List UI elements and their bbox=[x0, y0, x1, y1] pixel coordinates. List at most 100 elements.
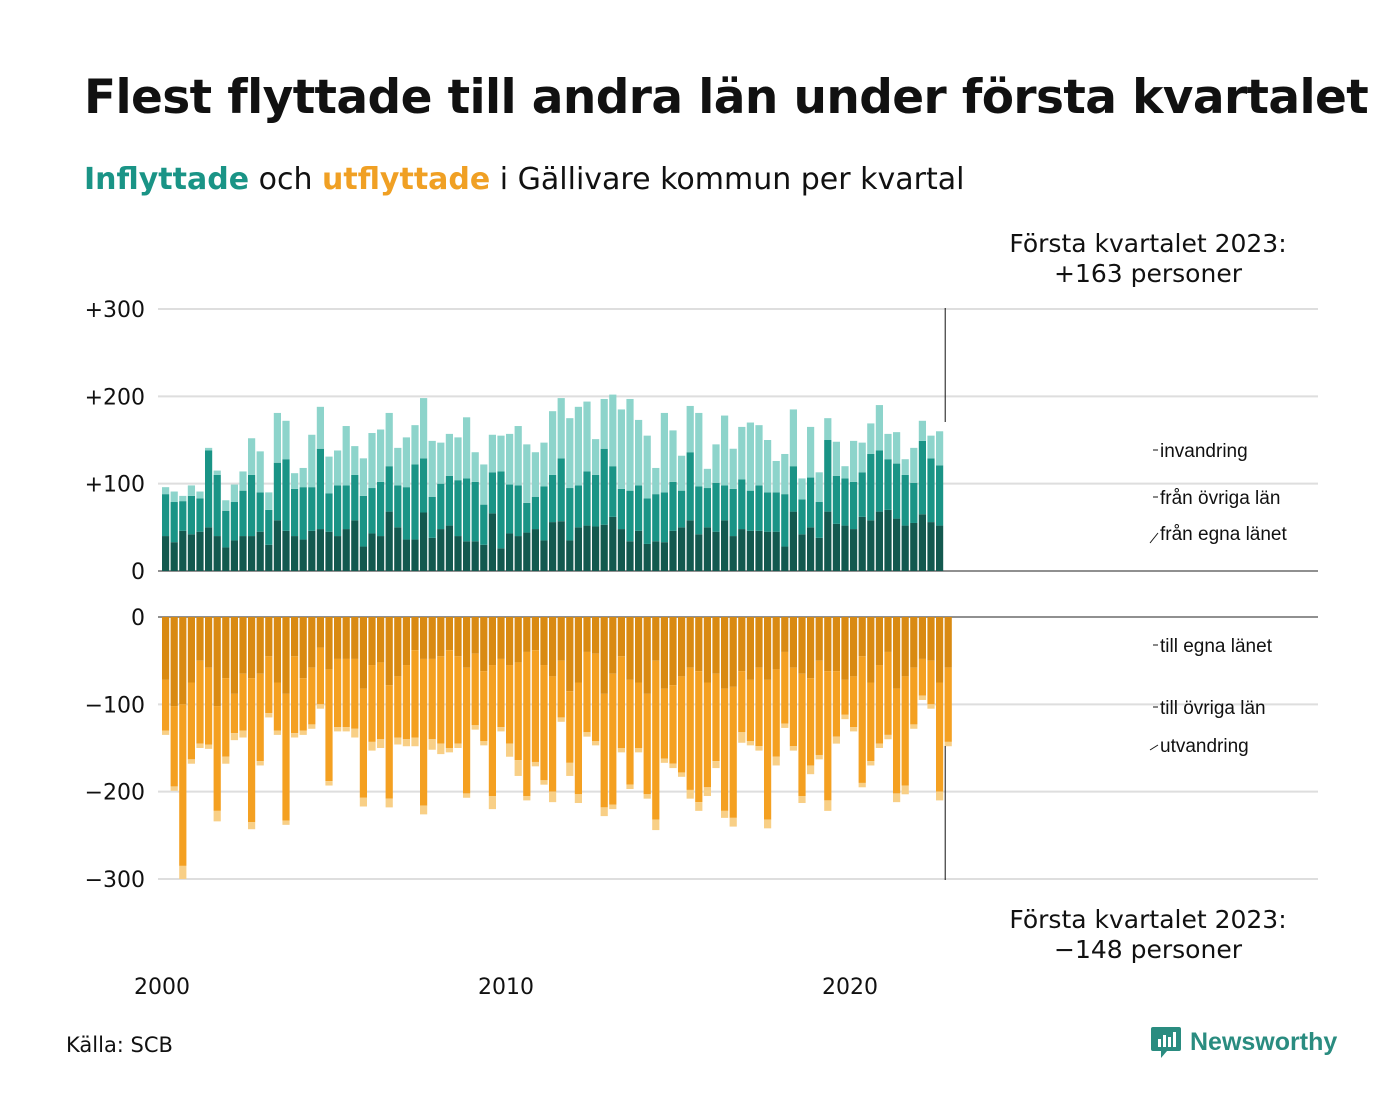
bar-out-utvandring bbox=[514, 760, 522, 776]
bar-in-invandring bbox=[445, 433, 453, 476]
bar-out-ovriga-lan bbox=[454, 656, 462, 744]
bar-out-utvandring bbox=[342, 727, 350, 732]
bar-out-utvandring bbox=[746, 741, 754, 746]
bar-out-ovriga-lan bbox=[729, 686, 737, 818]
bar-out-ovriga-lan bbox=[600, 693, 608, 808]
label-tick bbox=[1149, 744, 1159, 751]
bar-in-invandring bbox=[712, 444, 720, 483]
bar-in-ovriga-lan bbox=[901, 474, 909, 526]
bar-in-ovriga-lan bbox=[359, 495, 367, 547]
bar-out-ovriga-lan bbox=[626, 679, 634, 785]
bar-out-egna-lanet bbox=[643, 617, 651, 694]
bar-out-ovriga-lan bbox=[394, 676, 402, 738]
bar-out-egna-lanet bbox=[445, 617, 453, 651]
bar-in-invandring bbox=[566, 418, 574, 489]
newsworthy-logo-icon bbox=[1151, 1027, 1181, 1058]
bar-in-egna-lanet bbox=[746, 530, 754, 571]
bar-out-utvandring bbox=[368, 741, 376, 751]
bar-out-utvandring bbox=[910, 724, 918, 729]
bar-in-egna-lanet bbox=[832, 523, 840, 571]
stack-label-in: invandring bbox=[1160, 441, 1248, 462]
bar-out-utvandring bbox=[162, 730, 170, 735]
bar-out-ovriga-lan bbox=[884, 651, 892, 735]
bar-out-egna-lanet bbox=[248, 617, 256, 679]
bar-out-egna-lanet bbox=[213, 617, 221, 707]
bar-in-egna-lanet bbox=[299, 539, 307, 571]
bar-out-egna-lanet bbox=[738, 617, 746, 672]
bar-in-ovriga-lan bbox=[738, 479, 746, 530]
bar-out-utvandring bbox=[764, 819, 772, 829]
bar-in-invandring bbox=[600, 398, 608, 449]
bar-in-egna-lanet bbox=[764, 531, 772, 571]
bar-out-ovriga-lan bbox=[196, 660, 204, 744]
bar-out-ovriga-lan bbox=[480, 671, 488, 742]
bar-in-ovriga-lan bbox=[617, 488, 625, 530]
bar-out-ovriga-lan bbox=[798, 673, 806, 797]
subtitle-inflyttade: Inflyttade bbox=[84, 162, 250, 197]
top-annotation-line2: +163 personer bbox=[1054, 259, 1243, 288]
bar-in-ovriga-lan bbox=[583, 471, 591, 526]
bar-in-egna-lanet bbox=[540, 540, 548, 571]
bar-in-invandring bbox=[884, 433, 892, 460]
bar-out-utvandring bbox=[918, 695, 926, 700]
bar-out-ovriga-lan bbox=[445, 650, 453, 748]
bar-out-ovriga-lan bbox=[256, 673, 264, 762]
bar-in-egna-lanet bbox=[781, 546, 789, 571]
bar-in-ovriga-lan bbox=[230, 502, 238, 541]
bar-out-utvandring bbox=[850, 727, 858, 732]
bar-out-ovriga-lan bbox=[316, 647, 324, 705]
bar-in-egna-lanet bbox=[660, 542, 668, 571]
bar-in-ovriga-lan bbox=[557, 458, 565, 522]
bar-in-egna-lanet bbox=[772, 531, 780, 571]
bar-out-egna-lanet bbox=[746, 617, 754, 680]
bar-out-utvandring bbox=[574, 794, 582, 804]
bar-in-egna-lanet bbox=[721, 520, 729, 571]
bar-in-egna-lanet bbox=[377, 536, 385, 571]
bar-out-egna-lanet bbox=[437, 617, 445, 657]
bar-in-egna-lanet bbox=[256, 531, 264, 571]
bar-out-egna-lanet bbox=[196, 617, 204, 661]
bar-in-invandring bbox=[669, 430, 677, 482]
bar-in-invandring bbox=[514, 426, 522, 486]
bar-in-ovriga-lan bbox=[609, 466, 617, 517]
bar-in-invandring bbox=[170, 491, 178, 503]
bar-out-utvandring bbox=[815, 754, 823, 760]
bar-out-egna-lanet bbox=[652, 617, 660, 661]
bar-in-egna-lanet bbox=[609, 516, 617, 571]
bar-in-egna-lanet bbox=[420, 512, 428, 571]
bar-in-invandring bbox=[617, 409, 625, 489]
bar-out-egna-lanet bbox=[351, 617, 359, 659]
bar-in-ovriga-lan bbox=[213, 474, 221, 537]
bar-out-ovriga-lan bbox=[385, 685, 393, 799]
bar-in-ovriga-lan bbox=[420, 458, 428, 513]
bar-in-invandring bbox=[480, 464, 488, 505]
bar-in-ovriga-lan bbox=[695, 486, 703, 535]
bar-in-egna-lanet bbox=[789, 511, 797, 571]
bar-in-ovriga-lan bbox=[222, 510, 230, 548]
bar-in-ovriga-lan bbox=[256, 492, 264, 532]
bar-out-ovriga-lan bbox=[781, 651, 789, 724]
bar-out-utvandring bbox=[712, 761, 720, 769]
bar-out-ovriga-lan bbox=[282, 693, 290, 821]
bar-out-utvandring bbox=[901, 785, 909, 795]
bar-out-ovriga-lan bbox=[893, 688, 901, 794]
bar-in-ovriga-lan bbox=[755, 485, 763, 531]
bar-out-ovriga-lan bbox=[703, 682, 711, 788]
bar-in-ovriga-lan bbox=[385, 466, 393, 512]
bar-out-ovriga-lan bbox=[660, 688, 668, 759]
bar-in-ovriga-lan bbox=[170, 502, 178, 543]
bar-in-ovriga-lan bbox=[927, 458, 935, 523]
bar-out-utvandring bbox=[841, 714, 849, 720]
bar-out-ovriga-lan bbox=[652, 660, 660, 820]
bar-out-ovriga-lan bbox=[772, 669, 780, 757]
bar-out-egna-lanet bbox=[617, 617, 625, 657]
bar-in-ovriga-lan bbox=[282, 459, 290, 531]
bar-out-ovriga-lan bbox=[170, 706, 178, 787]
bar-in-ovriga-lan bbox=[402, 487, 410, 540]
bar-in-invandring bbox=[772, 460, 780, 493]
bar-out-utvandring bbox=[428, 739, 436, 750]
bar-in-egna-lanet bbox=[686, 520, 694, 571]
bar-in-invandring bbox=[377, 429, 385, 482]
bar-out-egna-lanet bbox=[299, 617, 307, 679]
bar-in-egna-lanet bbox=[617, 529, 625, 571]
